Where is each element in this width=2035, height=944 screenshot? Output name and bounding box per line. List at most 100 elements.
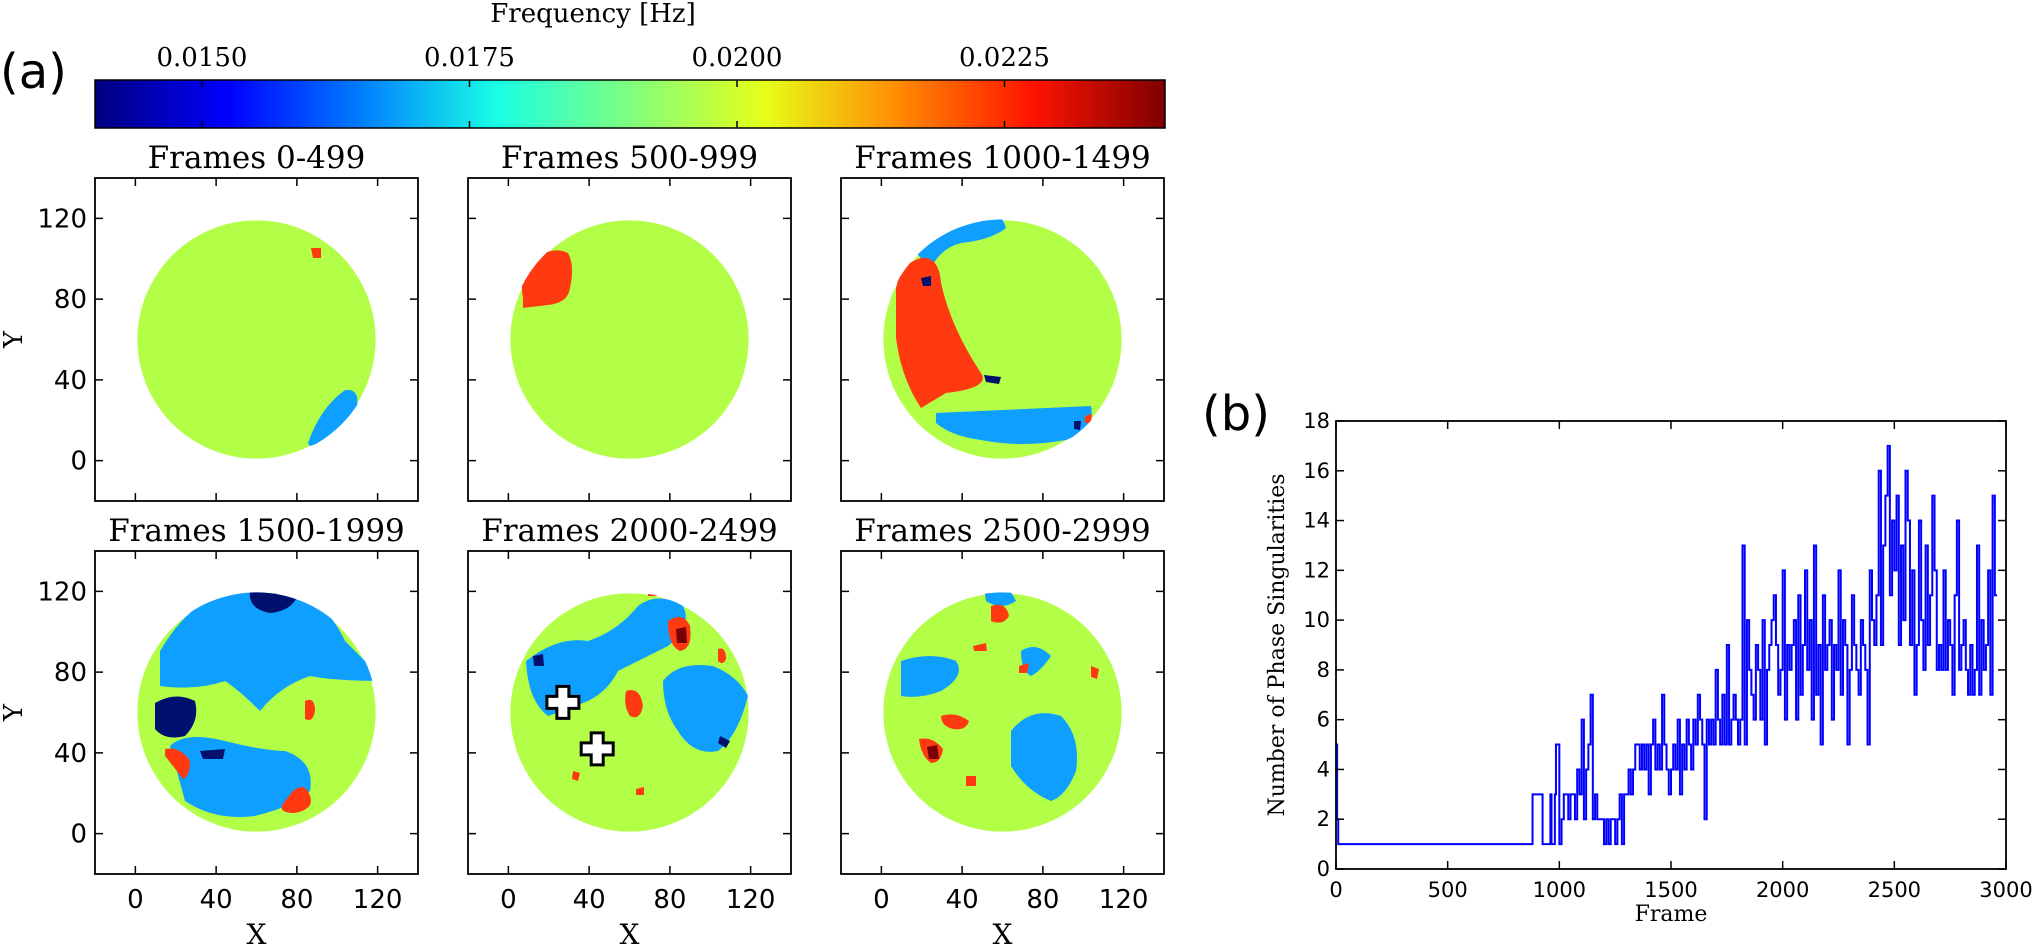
x-tick-label: 40 — [200, 885, 233, 915]
y-axis-label: Y — [0, 330, 29, 349]
y-tick-label: 4 — [1317, 757, 1330, 781]
panel-label-a: (a) — [0, 44, 67, 100]
colorbar-tick-label: 0.0200 — [692, 43, 783, 73]
frequency-region — [718, 648, 726, 664]
heatmap-panel: Frames 1500-1999 120 80 40 0 0 40 80 120 Y X — [0, 513, 419, 944]
frequency-region — [676, 627, 687, 643]
heatmap-panel: Frames 2500-2999 0 40 80 120 X — [840, 513, 1165, 944]
frequency-region — [1021, 647, 1051, 676]
frequency-region — [165, 748, 190, 779]
frequency-region — [533, 654, 544, 666]
panel-title: Frames 2500-2999 — [854, 513, 1151, 549]
heatmap-panel: Frames 2000-2499 0 40 80 120 X — [467, 513, 792, 944]
y-axis-label: Number of Phase Singularities — [1265, 473, 1290, 816]
frequency-region — [249, 592, 300, 613]
panel-title: Frames 500-999 — [501, 140, 758, 176]
frequency-region — [160, 592, 377, 711]
frequency-region — [991, 604, 1009, 623]
x-tick-label: 500 — [1428, 878, 1468, 902]
colorbar-label: Frequency [Hz] — [490, 0, 696, 29]
frequency-region — [572, 771, 580, 781]
panel-frame — [467, 550, 792, 875]
frequency-region — [927, 745, 939, 759]
x-axis-label: X — [247, 918, 267, 944]
y-tick-label: 18 — [1303, 409, 1330, 433]
panel-frame — [467, 177, 792, 502]
x-tick-label: 80 — [653, 885, 686, 915]
frequency-region — [936, 406, 1092, 444]
frequency-domain — [137, 220, 376, 459]
x-tick-label: 40 — [573, 885, 606, 915]
colorbar-tick-label: 0.0150 — [157, 43, 248, 73]
heatmap-panel: Frames 1000-1499 — [840, 140, 1165, 502]
y-tick-label: 14 — [1303, 509, 1330, 533]
y-tick-label: 0 — [1317, 857, 1330, 881]
frequency-domain — [883, 593, 1122, 832]
x-tick-label: 120 — [726, 885, 776, 915]
frequency-region — [311, 248, 321, 258]
x-tick-label: 120 — [1099, 885, 1149, 915]
x-tick-label: 80 — [280, 885, 313, 915]
frequency-region — [901, 623, 911, 633]
y-tick-label: 8 — [1317, 658, 1330, 682]
heatmap-panel: Frames 500-999 — [467, 140, 792, 502]
panel-frame — [94, 550, 419, 875]
y-tick-label: 0 — [70, 447, 87, 477]
colorbar: Frequency [Hz] 0.0150 0.0175 0.0200 0.0225 — [94, 0, 1166, 129]
singularity-marker — [579, 731, 615, 767]
x-axis-label: Frame — [1635, 902, 1708, 927]
y-tick-label: 0 — [70, 820, 87, 850]
frequency-region — [941, 714, 969, 730]
frequency-region — [1019, 663, 1029, 673]
frequency-region — [983, 592, 1016, 606]
panel-label-b: (b) — [1202, 386, 1270, 442]
panel-frame — [94, 177, 419, 502]
frequency-region — [973, 643, 987, 651]
x-tick-label: 0 — [873, 885, 890, 915]
x-tick-label: 3000 — [1979, 878, 2032, 902]
frequency-region — [648, 592, 663, 596]
frequency-region — [281, 787, 311, 813]
panel-title: Frames 2000-2499 — [481, 513, 778, 549]
y-tick-label: 10 — [1303, 608, 1330, 632]
frequency-region — [305, 699, 315, 720]
frequency-region — [625, 690, 643, 718]
frequency-region — [1011, 713, 1077, 801]
x-tick-label: 120 — [353, 885, 403, 915]
x-axis-label: X — [620, 918, 640, 944]
frequency-region — [155, 696, 197, 738]
singularity-marker — [545, 684, 581, 720]
heatmap-panel: Frames 0-499 120 80 40 0 Y — [0, 140, 419, 502]
frequency-region — [1074, 421, 1081, 430]
frequency-region — [1085, 414, 1092, 423]
x-tick-label: 0 — [1329, 878, 1342, 902]
panel-title: Frames 0-499 — [148, 140, 366, 176]
frequency-region — [921, 276, 931, 286]
frequency-region — [636, 787, 644, 795]
frequency-region — [1091, 666, 1099, 679]
x-axis-label: X — [993, 918, 1013, 944]
panel-title: Frames 1000-1499 — [854, 140, 1151, 176]
panel-frame — [840, 177, 1165, 502]
x-tick-label: 2500 — [1868, 878, 1921, 902]
frequency-region — [911, 219, 1006, 268]
singularity-line-chart: 0 500 1000 1500 2000 2500 3000 0 2 4 6 8 10 12 14 16 18 F… — [1265, 409, 2033, 927]
singularity-series-line — [1336, 444, 1998, 846]
panel-title: Frames 1500-1999 — [108, 513, 405, 549]
x-tick-label: 1500 — [1644, 878, 1697, 902]
x-tick-label: 40 — [946, 885, 979, 915]
x-tick-label: 80 — [1026, 885, 1059, 915]
colorbar-tick-label: 0.0225 — [959, 43, 1050, 73]
y-tick-label: 80 — [54, 658, 87, 688]
y-tick-label: 80 — [54, 285, 87, 315]
y-tick-label: 12 — [1303, 558, 1330, 582]
y-tick-label: 16 — [1303, 459, 1330, 483]
frequency-region — [901, 656, 959, 697]
x-tick-label: 1000 — [1533, 878, 1586, 902]
y-tick-label: 40 — [54, 739, 87, 769]
frequency-domain — [883, 220, 1122, 459]
colorbar-tick-label: 0.0175 — [424, 43, 515, 73]
y-tick-label: 120 — [37, 204, 87, 234]
frequency-region — [308, 389, 358, 446]
